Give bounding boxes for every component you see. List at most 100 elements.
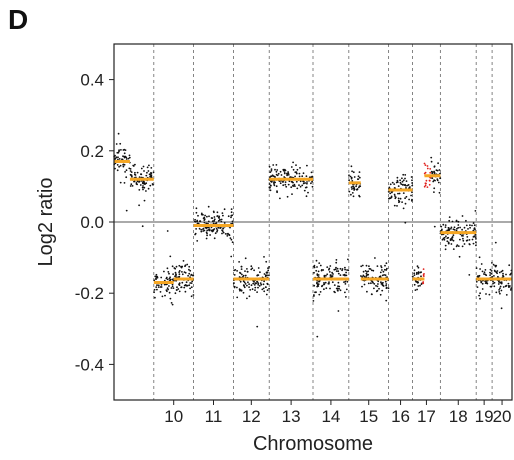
data-point	[172, 273, 175, 275]
data-point	[212, 222, 215, 225]
data-point	[476, 286, 479, 288]
data-point	[344, 274, 346, 277]
data-point	[349, 175, 352, 178]
data-point	[337, 270, 340, 273]
data-point	[125, 209, 128, 212]
data-point	[209, 234, 212, 236]
data-point	[240, 265, 243, 268]
data-point	[243, 286, 246, 289]
data-point	[174, 271, 177, 274]
data-point	[136, 171, 139, 174]
data-point	[311, 180, 313, 183]
data-point	[149, 184, 152, 187]
data-point	[380, 281, 382, 284]
data-point	[502, 274, 504, 277]
data-point	[167, 271, 170, 273]
data-point	[217, 219, 220, 222]
data-point	[348, 174, 350, 177]
data-point	[405, 180, 408, 183]
data-point	[465, 219, 467, 222]
data-point	[499, 287, 501, 290]
data-point	[475, 280, 478, 283]
data-point	[142, 188, 144, 191]
data-point	[188, 284, 191, 287]
data-point	[129, 185, 132, 187]
data-point	[206, 215, 208, 218]
data-point	[382, 270, 385, 273]
data-point	[411, 184, 414, 187]
data-point	[393, 183, 396, 186]
data-point	[221, 212, 224, 215]
data-point	[272, 164, 275, 166]
data-point	[329, 265, 332, 267]
data-point	[361, 276, 364, 278]
data-point	[207, 220, 210, 223]
data-point	[314, 291, 316, 294]
data-point	[270, 175, 272, 178]
data-point	[270, 168, 273, 171]
data-point	[491, 262, 493, 264]
data-point	[489, 274, 491, 276]
data-point	[141, 225, 144, 228]
data-point	[420, 275, 422, 278]
data-point	[471, 238, 474, 241]
data-point	[141, 186, 144, 189]
data-point	[413, 269, 416, 272]
data-point	[305, 175, 308, 178]
data-point	[263, 256, 265, 258]
data-point	[336, 289, 339, 292]
data-point	[450, 243, 453, 245]
data-point	[163, 270, 165, 273]
data-point	[236, 296, 239, 299]
data-point	[125, 169, 128, 172]
data-point	[283, 168, 286, 171]
data-point	[404, 177, 406, 180]
data-point	[169, 255, 172, 258]
data-point	[251, 267, 254, 270]
data-point	[182, 260, 185, 262]
data-point	[390, 195, 393, 198]
data-point	[330, 276, 333, 278]
data-point	[166, 230, 169, 232]
data-point	[313, 295, 315, 297]
data-point	[231, 220, 234, 223]
data-point	[155, 273, 158, 276]
data-point	[292, 181, 294, 184]
data-point	[489, 285, 492, 288]
data-point	[168, 272, 170, 275]
data-point	[178, 275, 181, 278]
data-point	[153, 279, 156, 282]
data-point	[150, 174, 152, 177]
data-point	[206, 234, 209, 237]
data-point	[211, 229, 214, 232]
data-point	[342, 274, 345, 276]
data-point	[461, 245, 464, 248]
data-point	[134, 174, 137, 176]
data-point	[306, 182, 308, 185]
data-point	[452, 234, 455, 237]
data-point	[155, 277, 157, 280]
x-tick-label: 13	[282, 407, 301, 426]
data-point	[221, 232, 223, 235]
data-point	[316, 273, 319, 276]
data-point	[433, 171, 436, 174]
data-point	[194, 232, 197, 235]
panel-label: D	[8, 4, 29, 35]
highlight-point	[423, 162, 426, 165]
data-point	[380, 265, 382, 267]
data-point	[444, 226, 447, 229]
data-point	[317, 274, 320, 276]
data-point	[269, 171, 272, 174]
data-point	[500, 282, 503, 285]
data-point	[224, 233, 227, 235]
data-point	[443, 236, 446, 239]
data-point	[338, 285, 341, 288]
data-point	[473, 224, 476, 227]
data-point	[117, 132, 120, 135]
data-point	[206, 232, 208, 235]
data-point	[268, 165, 271, 168]
data-point	[244, 283, 247, 285]
data-point	[389, 183, 392, 186]
data-point	[370, 269, 373, 272]
